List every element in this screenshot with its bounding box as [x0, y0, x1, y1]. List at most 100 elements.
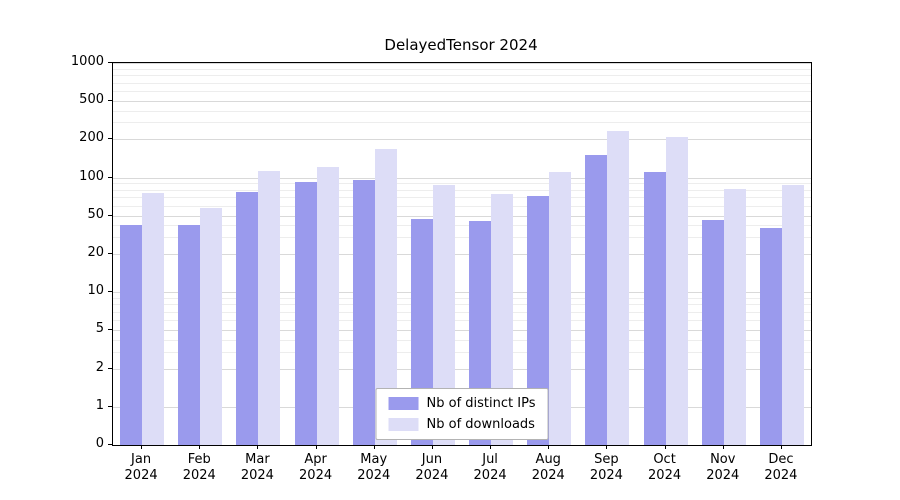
legend-label: Nb of downloads — [426, 417, 535, 432]
minor-gridline — [113, 110, 811, 112]
minor-gridline — [113, 311, 811, 313]
y-tick-label: 2 — [95, 359, 104, 375]
minor-gridline — [113, 351, 811, 353]
minor-gridline — [113, 197, 811, 199]
x-tick-label-jan: Jan 2024 — [124, 452, 158, 483]
bar-downloads-sep — [607, 130, 630, 445]
bar-distinct-ips-may — [352, 179, 375, 445]
minor-gridline — [113, 298, 811, 299]
y-tick-mark — [108, 405, 112, 407]
bar-distinct-ips-feb — [178, 225, 201, 445]
chart-title: DelayedTensor 2024 — [384, 36, 538, 54]
major-gridline — [113, 368, 811, 370]
x-tick-label-may: May 2024 — [357, 452, 391, 483]
legend-swatch-distinct-ips — [388, 397, 419, 410]
x-tick-label-dec: Dec 2024 — [764, 452, 798, 483]
bar-downloads-jun — [432, 184, 455, 445]
bar-distinct-ips-mar — [236, 192, 259, 445]
y-tick-mark — [108, 329, 112, 331]
bar-downloads-mar — [258, 170, 281, 445]
x-tick-label-jun: Jun 2024 — [415, 452, 449, 483]
minor-gridline — [113, 122, 811, 124]
bar-distinct-ips-dec — [759, 228, 782, 445]
x-tick-mark — [373, 445, 375, 449]
y-tick-label: 1 — [95, 397, 104, 413]
minor-gridline — [113, 75, 811, 77]
minor-gridline — [113, 183, 811, 185]
legend-item: Nb of downloads — [388, 417, 536, 432]
major-gridline — [113, 254, 811, 255]
x-tick-mark — [141, 445, 143, 449]
x-tick-label-sep: Sep 2024 — [589, 452, 623, 483]
minor-gridline — [113, 91, 811, 93]
major-gridline — [113, 139, 811, 141]
y-tick-label: 10 — [87, 283, 104, 299]
y-tick-label: 500 — [79, 92, 104, 108]
x-tick-mark — [431, 445, 433, 449]
x-tick-label-aug: Aug 2024 — [531, 452, 565, 483]
major-gridline — [113, 101, 811, 103]
bar-distinct-ips-nov — [701, 220, 724, 445]
bar-downloads-jul — [491, 194, 514, 445]
y-tick-label: 0 — [95, 436, 104, 451]
y-tick-mark — [108, 214, 112, 216]
bar-downloads-may — [374, 149, 397, 445]
major-gridline — [113, 215, 811, 217]
y-tick-mark — [108, 62, 112, 63]
x-tick-mark — [606, 445, 608, 449]
major-gridline — [113, 63, 811, 64]
x-tick-label-apr: Apr 2024 — [299, 452, 333, 483]
legend-label: Nb of distinct IPs — [426, 396, 536, 411]
y-tick-mark — [108, 291, 112, 293]
y-tick-mark — [108, 253, 112, 254]
legend-swatch-downloads — [388, 418, 419, 431]
y-tick-label: 1000 — [70, 54, 104, 69]
bar-distinct-ips-oct — [643, 172, 666, 445]
y-tick-label: 5 — [95, 321, 104, 337]
bar-downloads-aug — [549, 172, 572, 445]
y-tick-mark — [108, 367, 112, 369]
x-tick-mark — [780, 445, 782, 449]
x-tick-mark — [257, 445, 259, 449]
x-tick-mark — [199, 445, 201, 449]
x-tick-mark — [722, 445, 724, 449]
x-tick-mark — [490, 445, 492, 449]
y-tick-label: 200 — [79, 130, 104, 146]
bar-downloads-apr — [316, 166, 339, 445]
minor-gridline — [113, 304, 811, 306]
y-tick-mark — [108, 176, 112, 178]
minor-gridline — [113, 237, 811, 239]
legend: Nb of distinct IPs Nb of downloads — [375, 388, 549, 440]
y-tick-mark — [108, 444, 112, 445]
minor-gridline — [113, 339, 811, 341]
major-gridline — [113, 177, 811, 179]
legend-item: Nb of distinct IPs — [388, 396, 536, 411]
y-tick-label: 50 — [87, 206, 104, 222]
bar-downloads-oct — [665, 136, 688, 445]
minor-gridline — [113, 205, 811, 207]
bar-downloads-dec — [781, 184, 804, 445]
y-tick-mark — [108, 138, 112, 140]
x-tick-label-feb: Feb 2024 — [182, 452, 216, 483]
bar-downloads-feb — [200, 207, 223, 445]
x-tick-label-nov: Nov 2024 — [706, 452, 740, 483]
minor-gridline — [113, 68, 811, 70]
bar-distinct-ips-sep — [585, 154, 608, 445]
x-tick-mark — [664, 445, 666, 449]
y-tick-mark — [108, 100, 112, 102]
y-tick-label: 20 — [87, 245, 104, 260]
x-tick-label-jul: Jul 2024 — [473, 452, 507, 483]
x-tick-mark — [315, 445, 317, 449]
minor-gridline — [113, 189, 811, 191]
minor-gridline — [113, 225, 811, 227]
x-tick-label-mar: Mar 2024 — [240, 452, 274, 483]
bar-downloads-jan — [142, 192, 165, 445]
x-tick-mark — [548, 445, 550, 449]
minor-gridline — [113, 82, 811, 84]
x-tick-label-oct: Oct 2024 — [648, 452, 682, 483]
bar-downloads-nov — [723, 188, 746, 445]
bar-distinct-ips-jan — [120, 225, 143, 445]
major-gridline — [113, 292, 811, 294]
plot-area: Nb of distinct IPs Nb of downloads — [112, 62, 812, 446]
